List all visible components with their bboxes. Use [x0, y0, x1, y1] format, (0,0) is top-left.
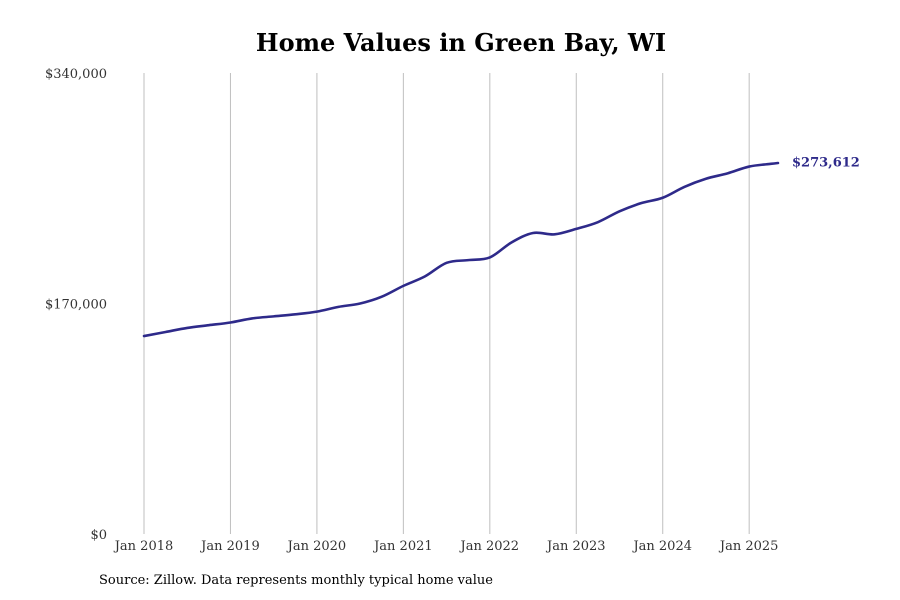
x-tick-label: Jan 2023 — [545, 539, 606, 554]
x-tick-label: Jan 2021 — [372, 539, 433, 554]
series-line — [142, 161, 780, 338]
x-tick-label: Jan 2025 — [718, 539, 779, 554]
x-tick-label: Jan 2020 — [286, 539, 347, 554]
y-tick-label: $0 — [90, 528, 107, 543]
x-tick-labels: Jan 2018 Jan 2019 Jan 2020 Jan 2021 Jan 2022… — [113, 539, 779, 554]
end-value-label: $273,612 — [792, 156, 860, 171]
line-chart: Home Values in Green Bay, WI $0$170,000$… — [45, 28, 860, 554]
x-gridlines — [143, 73, 750, 534]
chart-title: Home Values in Green Bay, WI — [256, 28, 666, 57]
y-tick-labels: $0 $170,000 $340,000 — [45, 67, 107, 543]
series-group: $273,612 — [142, 156, 860, 338]
x-tick-label: Jan 2019 — [199, 539, 260, 554]
y-tick-label: $170,000 — [45, 298, 107, 313]
x-tick-label: Jan 2024 — [631, 539, 692, 554]
x-tick-label: Jan 2022 — [459, 539, 520, 554]
source-note: Source: Zillow. Data represents monthly … — [99, 573, 493, 588]
y-tick-label: $340,000 — [45, 67, 107, 82]
x-tick-label: Jan 2018 — [113, 539, 174, 554]
